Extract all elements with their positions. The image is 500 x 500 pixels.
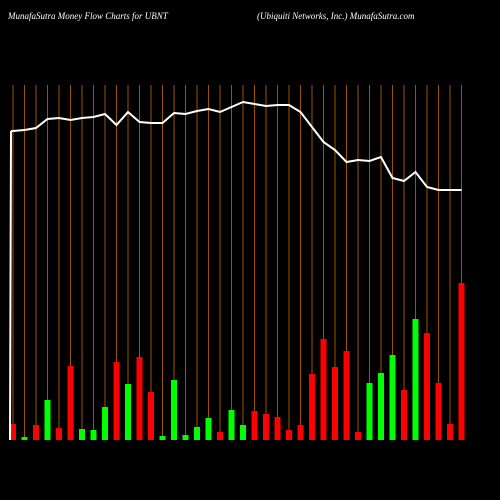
bar [33,425,39,440]
bar [263,414,269,440]
bar [217,432,223,440]
bar [447,424,453,440]
bar [251,411,258,440]
bar [79,429,85,440]
bar [205,418,212,440]
chart-title: MunafaSutra Money Flow Charts for UBNT [7,11,169,21]
bar [159,436,166,440]
bar [366,383,373,440]
bar [343,351,350,440]
bar [148,392,154,440]
bar [309,374,315,440]
bar [320,339,327,440]
bar [56,428,62,440]
bar [194,427,200,440]
bar [297,425,304,440]
bar [389,355,396,440]
bar [378,373,384,440]
bar [286,430,292,440]
bar [113,362,120,440]
bar [274,417,281,440]
bar [44,400,51,440]
bar [401,390,407,440]
bar [424,333,430,440]
bar [355,432,361,440]
bar [332,367,338,440]
bar [240,425,246,440]
bar [435,383,442,440]
bar [67,366,74,440]
bar [228,410,235,440]
money-flow-line [11,100,462,191]
bar [21,437,28,440]
bar [136,357,143,440]
bar [412,319,419,440]
bar [171,380,177,440]
bar [10,424,16,440]
bar [90,430,97,440]
line-start [9,130,12,441]
bar [102,407,108,440]
bar [125,384,131,440]
bar [182,435,189,440]
chart-subtitle: (Ubiquiti Networks, Inc.) MunafaSutra.co… [257,11,415,21]
bar [458,283,465,440]
